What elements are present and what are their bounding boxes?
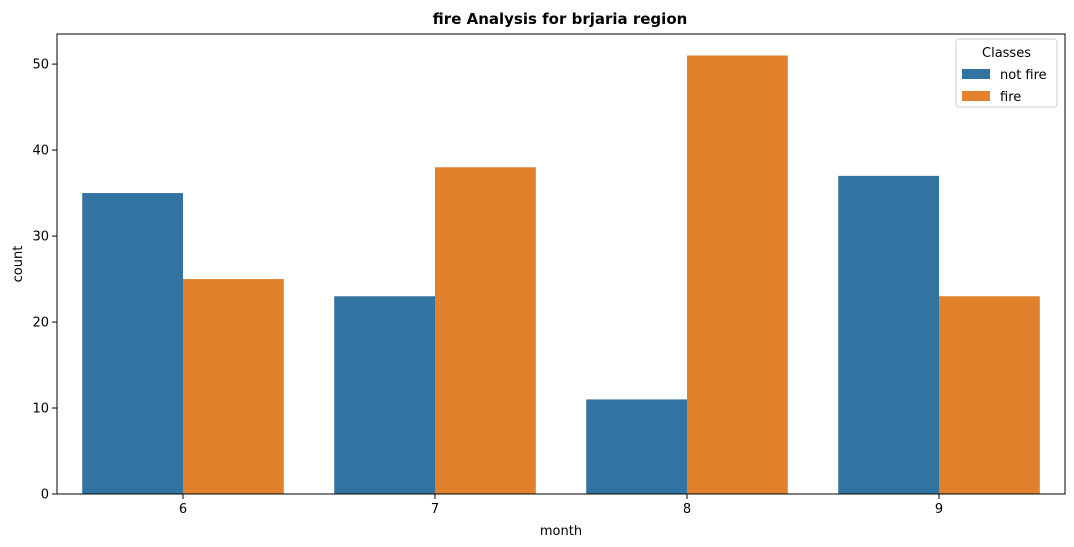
y-axis-label: count [11, 246, 26, 283]
bar-fire-7 [435, 167, 536, 494]
legend-title: Classes [982, 46, 1031, 61]
x-axis-label: month [540, 524, 582, 539]
bar-fire-6 [183, 279, 284, 494]
legend-label-fire: fire [1000, 90, 1021, 105]
y-tick-label: 10 [32, 402, 49, 417]
x-tick-label: 8 [683, 502, 691, 517]
y-tick-label: 30 [32, 230, 49, 245]
bar-not-fire-8 [586, 399, 687, 494]
chart-title: fire Analysis for brjaria region [433, 10, 688, 28]
x-tick-label: 7 [431, 502, 439, 517]
x-axis: 6 7 8 9 [179, 494, 943, 517]
bar-fire-8 [687, 55, 788, 494]
bar-not-fire-9 [838, 175, 939, 494]
y-tick-label: 20 [32, 316, 49, 331]
bar-not-fire-7 [334, 296, 435, 494]
bar-not-fire-6 [82, 193, 183, 494]
y-axis: 0 10 20 30 40 50 [32, 58, 57, 503]
x-tick-label: 6 [179, 502, 187, 517]
legend-label-not-fire: not fire [1000, 68, 1047, 83]
legend-swatch-fire [962, 91, 990, 101]
bars-group [82, 55, 1040, 494]
plot-frame [56, 33, 1066, 495]
legend: Classes not fire fire [955, 38, 1058, 108]
legend-swatch-not-fire [962, 69, 990, 79]
y-tick-label: 40 [32, 144, 49, 159]
y-tick-label: 50 [32, 58, 49, 73]
y-tick-label: 0 [41, 488, 49, 503]
x-tick-label: 9 [935, 502, 943, 517]
legend-box [955, 38, 1058, 108]
bar-fire-9 [939, 296, 1040, 494]
